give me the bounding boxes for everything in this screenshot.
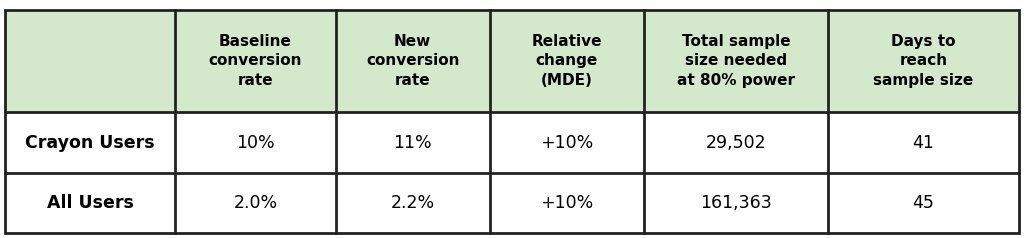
Text: 45: 45 xyxy=(912,194,935,212)
Text: New
conversion
rate: New conversion rate xyxy=(366,34,460,88)
Text: 2.0%: 2.0% xyxy=(233,194,278,212)
Text: All Users: All Users xyxy=(47,194,134,212)
Text: Days to
reach
sample size: Days to reach sample size xyxy=(873,34,974,88)
Text: Relative
change
(MDE): Relative change (MDE) xyxy=(531,34,602,88)
Text: 41: 41 xyxy=(912,134,935,152)
Text: Baseline
conversion
rate: Baseline conversion rate xyxy=(209,34,302,88)
Text: Crayon Users: Crayon Users xyxy=(26,134,155,152)
Text: 2.2%: 2.2% xyxy=(390,194,435,212)
Text: 10%: 10% xyxy=(237,134,274,152)
Text: +10%: +10% xyxy=(540,134,593,152)
Text: Total sample
size needed
at 80% power: Total sample size needed at 80% power xyxy=(677,34,795,88)
Text: 11%: 11% xyxy=(393,134,432,152)
Bar xyxy=(5,10,1019,112)
Text: 161,363: 161,363 xyxy=(700,194,772,212)
Bar xyxy=(5,112,1019,173)
Text: +10%: +10% xyxy=(540,194,593,212)
Text: 29,502: 29,502 xyxy=(706,134,766,152)
Bar xyxy=(5,173,1019,233)
